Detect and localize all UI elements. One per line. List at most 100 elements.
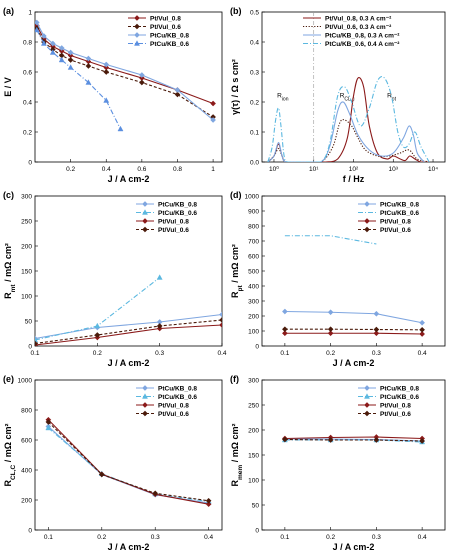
x-tick-label: 0.8 xyxy=(173,166,182,173)
series-d-3 xyxy=(281,326,426,333)
legend-marker xyxy=(142,209,148,215)
data-point xyxy=(98,471,105,478)
data-point xyxy=(49,49,56,55)
data-point xyxy=(138,79,145,86)
legend-label: Pt/Vul_0.8 xyxy=(158,218,189,225)
data-point xyxy=(85,79,92,85)
x-tick-label: 0.2 xyxy=(66,166,75,173)
data-point xyxy=(138,72,145,78)
y-axis-title: RCL,C / mΩ cm² xyxy=(3,424,17,487)
y-tick-label: 0.0 xyxy=(250,159,259,166)
series-line xyxy=(267,101,425,162)
y-tick-label: 800 xyxy=(248,223,259,230)
y-tick-label: 200 xyxy=(248,427,259,434)
y-tick-label: 800 xyxy=(21,407,32,414)
data-point xyxy=(373,310,380,317)
annotation-label: Rpt xyxy=(387,93,396,103)
y-tick-label: 150 xyxy=(248,452,259,459)
plot-frame xyxy=(34,11,223,163)
y-tick-label: 0 xyxy=(255,343,259,350)
legend-label: Pt/Vul_0.6 xyxy=(158,411,189,418)
y-tick-label: 1000 xyxy=(245,193,260,200)
legend-marker xyxy=(134,32,140,38)
legend-label: PtCu/KB_0.6 xyxy=(158,394,197,401)
series-line xyxy=(284,438,423,442)
annotation-label: Rion xyxy=(277,93,289,103)
legend-marker xyxy=(142,226,148,233)
data-point xyxy=(103,97,110,103)
y-tick-label: 150 xyxy=(21,268,32,275)
x-axis-title: f / Hz xyxy=(343,174,365,184)
legend: PtCu/KB_0.8 PtCu/KB_0.6Pt/Vul_0.8 Pt/Vul_0… xyxy=(358,385,419,418)
y-tick-label: 0.2 xyxy=(23,129,32,136)
series-line xyxy=(284,328,423,331)
panel-label: (f) xyxy=(230,374,239,384)
panel-label: (e) xyxy=(3,374,14,384)
legend-marker xyxy=(364,385,370,391)
data-point xyxy=(35,340,38,346)
y-tick-label: 100 xyxy=(248,328,259,335)
x-axis-title: J / A cm-2 xyxy=(333,358,375,368)
y-tick-label: 300 xyxy=(248,298,259,305)
data-point xyxy=(117,125,124,132)
legend: PtCu/KB_0.8 PtCu/KB_0.6Pt/Vul_0.8 Pt/Vul_0… xyxy=(136,385,197,418)
y-tick-label: 0 xyxy=(28,527,32,534)
data-point xyxy=(419,331,426,337)
data-point xyxy=(58,56,65,63)
data-point xyxy=(205,501,212,508)
series-line xyxy=(284,332,423,335)
series-b-2 xyxy=(267,101,425,162)
panel-label: (c) xyxy=(3,190,14,200)
series-f-3 xyxy=(281,436,426,444)
series-line xyxy=(35,324,222,346)
x-tick-label: 0.1 xyxy=(280,350,289,357)
legend-label: PtCu/KB_0.6 xyxy=(380,394,419,401)
data-point xyxy=(210,100,216,107)
legend-label: PtCu/KB_0.6 xyxy=(380,210,419,217)
series-a-2 xyxy=(35,19,216,123)
legend-label: Pt/Vul_0.8 xyxy=(380,218,411,225)
data-point xyxy=(327,330,334,337)
data-point xyxy=(152,490,159,497)
x-tick-label: 0.1 xyxy=(44,534,53,541)
y-tick-label: 0.4 xyxy=(250,39,259,46)
y-tick-label: 0 xyxy=(28,159,32,166)
x-axis-title: J / A cm-2 xyxy=(108,174,150,184)
y-tick-label: 0.3 xyxy=(250,69,259,76)
series-line xyxy=(47,419,209,505)
x-tick-label: 0.2 xyxy=(93,350,102,357)
legend: Pt/Vul_0.8, 0.3 A cm⁻² Pt/Vul_0.6, 0.3 A … xyxy=(303,15,400,48)
x-tick-label: 0.2 xyxy=(326,350,335,357)
y-tick-label: 300 xyxy=(21,193,32,200)
y-tick-label: 400 xyxy=(21,467,32,474)
series-c-1 xyxy=(35,274,163,343)
series-line xyxy=(47,427,209,503)
data-point xyxy=(103,69,110,75)
x-axis-title: J / A cm-2 xyxy=(108,542,150,550)
x-tick-label: 0.2 xyxy=(326,534,335,541)
y-tick-label: 400 xyxy=(248,283,259,290)
series-b-3 xyxy=(267,75,430,162)
data-point xyxy=(174,87,181,93)
y-axis-title: Rmem / mΩ cm² xyxy=(230,424,244,487)
series-c-3 xyxy=(35,317,222,346)
data-point xyxy=(49,40,56,47)
data-point xyxy=(219,317,222,323)
data-point xyxy=(419,319,426,326)
panel-b: 10⁰ 10¹ 10² 10³ 10⁴ 0.0 0.1 0.2 0.3 0.4 0.5 (b) f / … xyxy=(230,6,446,184)
data-point xyxy=(35,19,40,26)
legend-marker xyxy=(134,40,140,46)
panel-e: 0.1 0.2 0.3 0.4 0 200 400 600 800 1000 (e) J / A cm… xyxy=(3,374,223,550)
panel-f: 0.1 0.2 0.3 0.4 0 50 100 150 200 250 300 (f) J / A c… xyxy=(230,374,446,550)
legend-label: Pt/Vul_0.6 xyxy=(380,411,411,418)
series-line xyxy=(267,75,430,162)
legend: PtCu/KB_0.8 PtCu/KB_0.6Pt/Vul_0.8 Pt/Vul_0… xyxy=(358,201,419,234)
y-tick-label: 600 xyxy=(248,253,259,260)
y-tick-label: 0.8 xyxy=(23,39,32,46)
x-tick-label: 0.3 xyxy=(151,534,160,541)
series-line xyxy=(47,421,209,502)
y-tick-label: 100 xyxy=(21,293,32,300)
legend-label: PtCu/KB_0.8 xyxy=(158,201,197,208)
y-tick-label: 50 xyxy=(25,318,33,325)
